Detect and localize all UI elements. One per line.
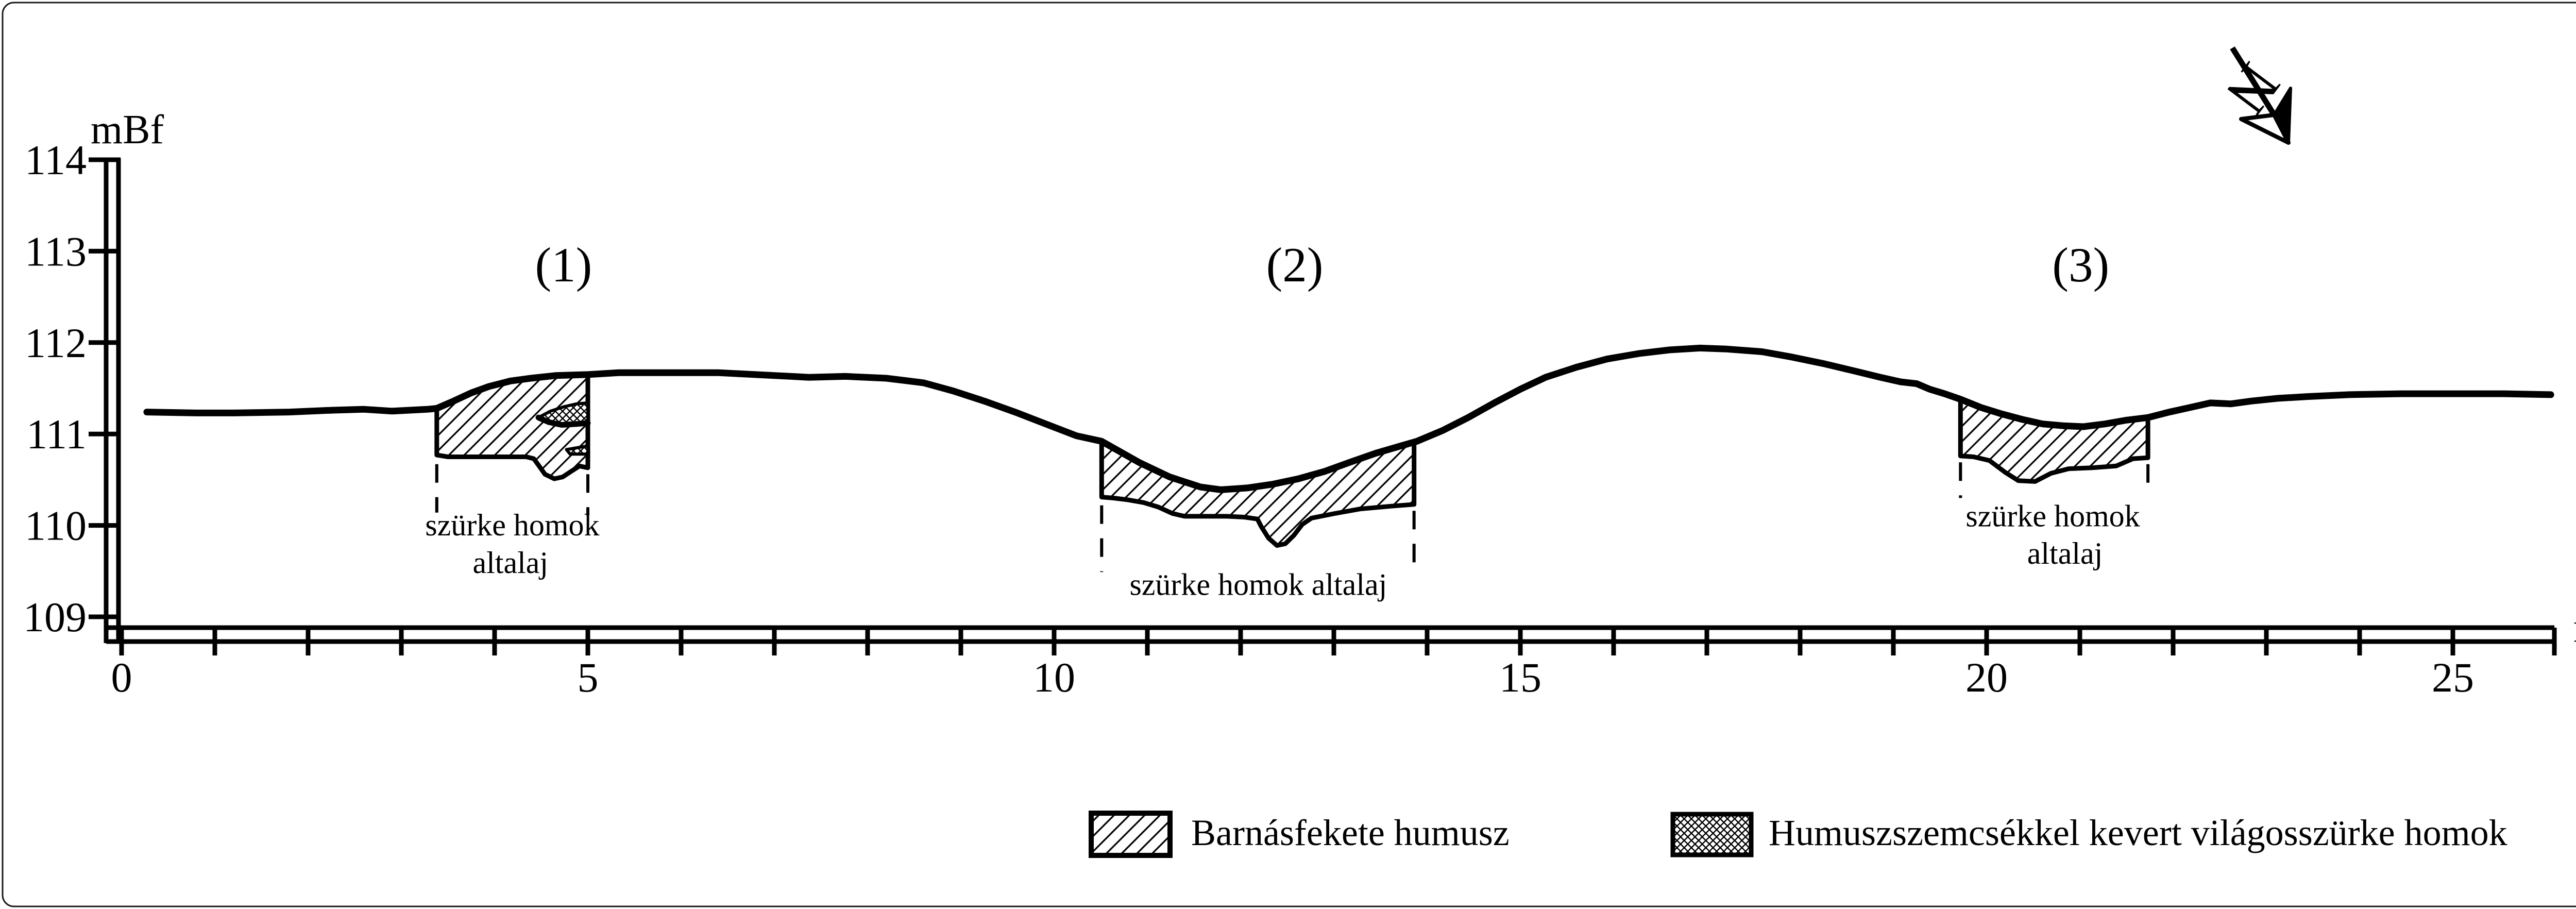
- feature-number-label-3: (3): [2052, 238, 2109, 292]
- feature-deposits: [434, 372, 2150, 548]
- x-axis-tick-label: 15: [1499, 654, 1541, 701]
- legend-label-humus: Barnásfekete humusz: [1191, 812, 1510, 853]
- x-axis-tick-label: 0: [111, 654, 132, 701]
- y-axis-tick-label: 111: [26, 411, 87, 458]
- x-axis-tick-label: 5: [578, 654, 599, 701]
- legend-label-mixed-sand: Humuszszemcsékkel kevert világosszürke h…: [1769, 812, 2507, 853]
- x-axis-tick-label: 10: [1033, 654, 1075, 701]
- feature-1-subsoil-label: altalaj: [472, 546, 548, 580]
- north-arrow-head-open: [2239, 113, 2291, 145]
- feature-1-sand-lens: [565, 444, 589, 456]
- north-arrow-shaft: [2230, 46, 2278, 118]
- feature-1-subsoil-label: szürke homok: [425, 508, 599, 542]
- y-axis-unit-label: mBf: [91, 107, 164, 153]
- north-arrow: N: [2213, 46, 2293, 145]
- x-axis-tick-label: 20: [1965, 654, 2008, 701]
- y-axis-tick-label: 113: [25, 228, 87, 275]
- feature-3-subsoil-label: szürke homok: [1965, 499, 2140, 533]
- feature-guides: [435, 462, 2150, 573]
- feature-number-label-1: (1): [535, 238, 592, 292]
- y-axis-tick-label: 109: [23, 594, 87, 641]
- axes: 114 113 112 111 110 109 0 5 10 15 20 25: [23, 137, 2557, 701]
- terrain-profile-line: [143, 344, 2554, 493]
- feature-number-label-2: (2): [1266, 238, 1324, 292]
- x-axis-unit-label: m: [2573, 605, 2576, 651]
- feature-3-subsoil-label: altalaj: [2027, 536, 2103, 570]
- feature-2-subsoil-label: szürke homok altalaj: [1129, 567, 1387, 601]
- legend-swatch-humus: [1089, 811, 1173, 858]
- legend-swatch-mixed-sand: [1670, 812, 1754, 857]
- y-axis-tick-label: 114: [25, 137, 87, 183]
- feature-1-lens-base-line: [535, 414, 591, 428]
- y-axis-tick-label: 112: [25, 319, 87, 366]
- x-axis-tick-label: 25: [2432, 654, 2474, 701]
- legend: Barnásfekete humusz Humuszszemcsékkel ke…: [1089, 811, 2507, 858]
- y-axis-tick-label: 110: [25, 502, 87, 549]
